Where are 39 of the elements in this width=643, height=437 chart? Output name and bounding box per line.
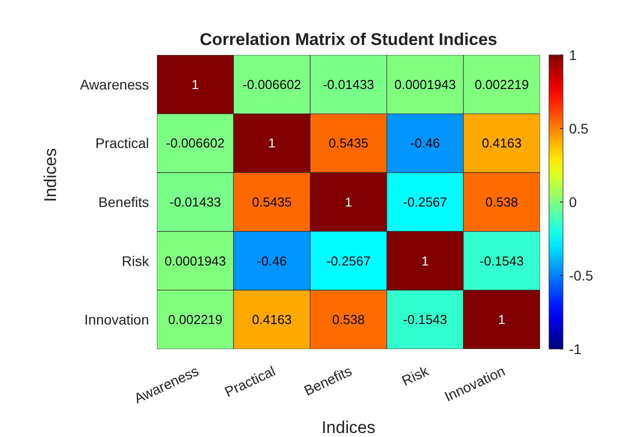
y-tick-label: Awareness xyxy=(80,76,149,92)
color-bar-label: 0 xyxy=(569,194,577,210)
y-tick-label: Practical xyxy=(95,135,149,152)
data-label: -0.46 xyxy=(257,253,287,268)
y-tick-label: Innovation xyxy=(84,312,149,328)
color-bar-label: 0.5 xyxy=(569,120,589,136)
data-label: 1 xyxy=(498,312,506,328)
data-label: 0.5435 xyxy=(328,136,368,151)
data-label: -0.006602 xyxy=(242,76,302,92)
data-label: 0.4163 xyxy=(482,136,522,151)
data-label: 0.4163 xyxy=(252,312,292,328)
data-label: 0.0001943 xyxy=(164,253,226,268)
y-tick-label: Benefits xyxy=(98,194,149,210)
color-bar-label: -0.5 xyxy=(569,268,594,284)
data-label: 1 xyxy=(421,253,429,268)
data-label: -0.01433 xyxy=(322,76,374,92)
data-label: -0.1543 xyxy=(403,312,448,328)
color-bar-label: -1 xyxy=(569,341,582,357)
data-label: -0.2567 xyxy=(326,253,371,268)
y-axis-title: Indices xyxy=(41,148,60,202)
data-label: 1 xyxy=(192,76,199,92)
chart-title: Correlation Matrix of Student Indices xyxy=(198,30,498,50)
data-label: -0.46 xyxy=(410,136,440,151)
x-tick-label: Risk xyxy=(399,362,432,389)
data-label: -0.1543 xyxy=(480,253,524,268)
data-label: -0.2567 xyxy=(403,194,448,210)
data-label: 1 xyxy=(268,136,276,151)
data-label: -0.01433 xyxy=(170,194,221,210)
data-label: 0.002219 xyxy=(474,76,529,92)
data-label: 0.5435 xyxy=(252,194,292,210)
y-tick-label: Risk xyxy=(122,252,150,269)
data-label: 0.538 xyxy=(485,194,518,210)
x-axis-title: Indices xyxy=(322,418,376,437)
data-label: 0.538 xyxy=(332,312,365,328)
color-bar-label: 1 xyxy=(569,47,577,63)
data-label: -0.006602 xyxy=(166,136,225,151)
data-label: 1 xyxy=(344,194,352,210)
data-label: 0.0001943 xyxy=(394,76,456,92)
data-label: 0.002219 xyxy=(168,312,222,328)
